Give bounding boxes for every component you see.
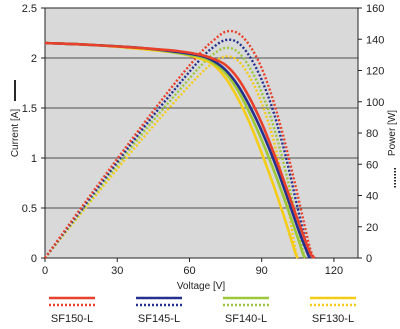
y-right-tick-label: 120	[366, 66, 384, 78]
x-tick-label: 30	[111, 265, 123, 277]
y-left-axis-label-group: Current [A]	[10, 109, 21, 158]
legend-label: SF140-L	[225, 313, 267, 325]
y-left-tick-label: 1.5	[22, 103, 37, 115]
curves	[44, 29, 316, 259]
y-right-tick-label: 140	[366, 34, 384, 46]
power-curve-sf145-l	[44, 38, 312, 259]
y-right-tick-label: 0	[366, 253, 372, 265]
y-left-tick-label: 2.5	[22, 3, 37, 15]
y-left-tick-label: 1	[31, 153, 37, 165]
y-right-ticks: 0 20 40 60 80 100 120 140 160	[358, 3, 384, 265]
legend-label: SF130-L	[312, 313, 354, 325]
x-tick-label: 120	[325, 265, 343, 277]
y-right-axis-label: Power [W]	[387, 110, 398, 156]
x-axis-label: Voltage [V]	[177, 281, 226, 292]
x-tick-label: 60	[183, 265, 195, 277]
legend-label: SF145-L	[138, 313, 180, 325]
y-right-axis-label-group: Power [W]	[387, 110, 398, 156]
y-left-tick-label: 0.5	[22, 203, 37, 215]
y-left-tick-label: 0	[31, 253, 37, 265]
plot-background	[44, 7, 359, 259]
y-right-tick-label: 160	[366, 3, 384, 15]
y-left-ticks: 0 0.5 1 1.5 2 2.5	[22, 3, 45, 265]
power-curve-sf130-l	[44, 55, 299, 259]
y-left-axis-label: Current [A]	[10, 109, 21, 158]
x-ticks: 0 30 60 90 120	[42, 258, 343, 277]
legend: SF150-L SF145-L SF140-L SF130-L	[49, 296, 356, 325]
y-right-tick-label: 40	[366, 191, 378, 203]
y-left-tick-label: 2	[31, 53, 37, 65]
y-right-tick-label: 80	[366, 128, 378, 140]
y-right-tick-label: 100	[366, 97, 384, 109]
y-right-tick-label: 20	[366, 222, 378, 234]
x-tick-label: 90	[256, 265, 268, 277]
x-tick-label: 0	[42, 265, 48, 277]
y-right-tick-label: 60	[366, 159, 378, 171]
current-curve-sf150-l	[44, 41, 316, 259]
power-curve-sf150-l	[44, 29, 316, 259]
legend-label: SF150-L	[51, 313, 93, 325]
